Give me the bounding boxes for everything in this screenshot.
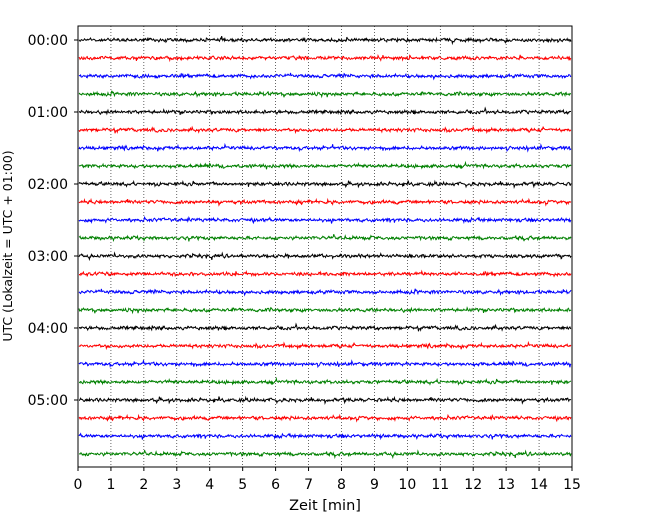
trace-line: [78, 251, 572, 262]
trace-line: [78, 269, 572, 278]
trace-line: [78, 106, 572, 116]
x-tick-label: 5: [238, 477, 247, 493]
y-tick-label: 00:00: [28, 33, 68, 49]
plot-frame: [77, 25, 573, 468]
x-tick-label: 11: [431, 477, 449, 493]
trace-line: [78, 234, 572, 243]
trace-line: [78, 322, 572, 332]
x-tick-label: 13: [497, 477, 515, 493]
x-axis: 0 1 2 3 4 5 6 7 8 9 10 11 12 13 14 15: [74, 467, 581, 493]
trace-line: [78, 340, 572, 351]
x-tick-label: 1: [106, 477, 115, 493]
trace-line: [78, 72, 572, 81]
trace-line: [78, 160, 572, 170]
y-tick-label: 05:00: [28, 393, 68, 409]
x-tick-label: 3: [172, 477, 181, 493]
trace-line: [78, 395, 572, 405]
trace-line: [78, 359, 572, 369]
trace-line: [78, 142, 572, 153]
y-tick-label: 01:00: [28, 105, 68, 121]
y-tick-label: 03:00: [28, 249, 68, 265]
x-tick-label: 10: [398, 477, 416, 493]
x-tick-label: 2: [139, 477, 148, 493]
x-tick-label: 8: [337, 477, 346, 493]
x-tick-label: 14: [530, 477, 548, 493]
trace-line: [78, 432, 572, 441]
trace-line: [78, 306, 572, 315]
x-tick-label: 4: [205, 477, 214, 493]
x-tick-label: 15: [563, 477, 581, 493]
trace-line: [78, 36, 572, 46]
y-tick-label: 02:00: [28, 177, 68, 193]
x-tick-label: 6: [271, 477, 280, 493]
trace-line: [78, 376, 572, 386]
x-axis-label: Zeit [min]: [289, 498, 361, 514]
x-tick-label: 7: [304, 477, 313, 493]
y-tick-label: 04:00: [28, 321, 68, 337]
y-axis-label: UTC (Lokalzeit = UTC + 01:00): [0, 150, 15, 341]
trace-line: [78, 215, 572, 225]
trace-line: [78, 179, 572, 190]
seismic-traces: [78, 36, 572, 460]
y-axis: 00:00 01:00 02:00 03:00 04:00 05:00: [28, 33, 78, 409]
x-tick-label: 9: [370, 477, 379, 493]
trace-line: [78, 197, 572, 207]
trace-line: [78, 54, 572, 63]
trace-line: [78, 413, 572, 423]
trace-line: [78, 125, 572, 135]
trace-line: [78, 288, 572, 297]
x-tick-label: 0: [74, 477, 83, 493]
x-tick-label: 12: [464, 477, 482, 493]
trace-line: [78, 449, 572, 460]
trace-line: [78, 90, 572, 99]
